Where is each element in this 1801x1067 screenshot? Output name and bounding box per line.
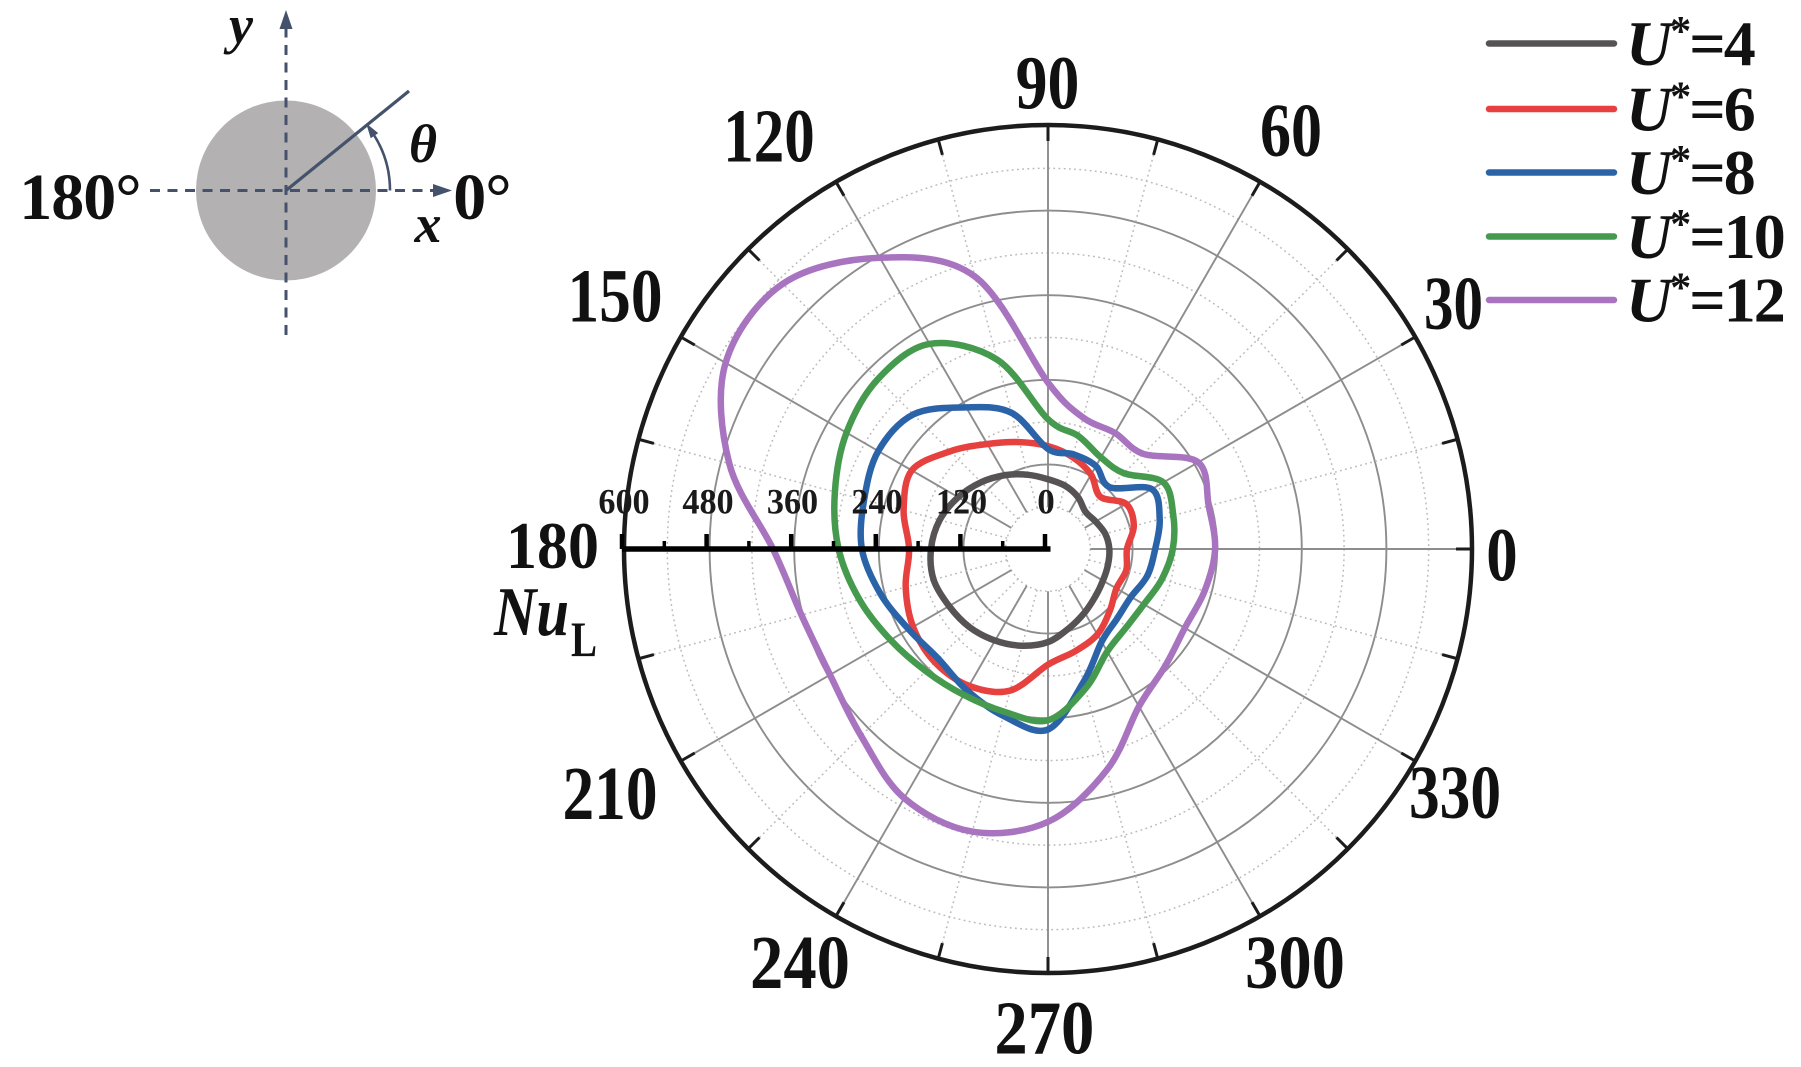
svg-text:300: 300	[1245, 921, 1345, 1005]
svg-text:120: 120	[936, 482, 987, 522]
svg-text:0: 0	[1486, 513, 1517, 597]
svg-text:0°: 0°	[453, 161, 510, 234]
svg-text:U*=10: U*=10	[1626, 201, 1784, 272]
svg-text:150: 150	[568, 255, 663, 339]
svg-text:480: 480	[682, 482, 733, 522]
svg-text:210: 210	[563, 752, 658, 836]
svg-text:600: 600	[598, 482, 649, 522]
svg-text:180: 180	[506, 509, 599, 583]
svg-text:0: 0	[1037, 482, 1055, 522]
svg-text:U*=8: U*=8	[1626, 137, 1754, 208]
svg-text:360: 360	[767, 482, 818, 522]
svg-text:90: 90	[1016, 42, 1080, 126]
svg-text:U*=4: U*=4	[1626, 8, 1755, 79]
svg-text:240: 240	[851, 482, 902, 522]
svg-text:60: 60	[1260, 89, 1322, 173]
svg-text:Nu: Nu	[493, 574, 569, 651]
svg-text:120: 120	[723, 95, 814, 179]
svg-text:180°: 180°	[19, 161, 140, 234]
svg-text:240: 240	[750, 921, 850, 1005]
svg-text:L: L	[571, 611, 597, 667]
svg-text:y: y	[223, 0, 254, 55]
svg-text:U*=6: U*=6	[1626, 74, 1755, 145]
svg-text:330: 330	[1409, 751, 1501, 835]
svg-text:x: x	[414, 194, 442, 254]
svg-text:θ: θ	[409, 114, 437, 174]
svg-text:U*=12: U*=12	[1626, 265, 1784, 336]
svg-text:270: 270	[994, 986, 1094, 1062]
svg-text:30: 30	[1424, 262, 1483, 346]
